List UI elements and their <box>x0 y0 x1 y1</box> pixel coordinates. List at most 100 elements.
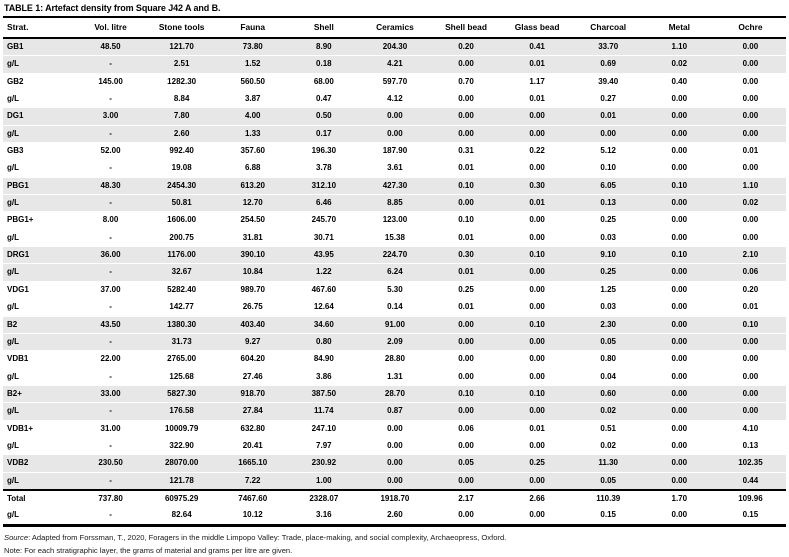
cell: 73.80 <box>242 42 263 51</box>
cell: 992.40 <box>169 146 194 156</box>
total-row: g/L -82.64 10.12 3.16 2.60 0.00 0.00 0.15 0.00 0.… <box>3 507 786 527</box>
cell: 0.10 <box>529 388 545 398</box>
cell: 0.01 <box>600 111 616 121</box>
cell: 26.75 <box>242 302 263 312</box>
cell: 0.00 <box>529 440 545 450</box>
cell: 142.77 <box>169 302 194 312</box>
cell: 0.00 <box>387 111 403 121</box>
cell: - <box>109 440 112 450</box>
table-row: g/L - 8.84 3.87 0.47 4.12 0.00 0.01 0.27 0.00 0.00 <box>3 90 786 108</box>
cell: 7.80 <box>173 111 190 121</box>
cell: 0.00 <box>671 111 688 121</box>
cell: 4.21 <box>387 59 403 69</box>
cell: 6.46 <box>316 198 332 208</box>
cell: 0.00 <box>742 59 759 69</box>
cell: 187.90 <box>382 146 408 156</box>
cell: 22.00 <box>100 354 121 364</box>
cell: 0.00 <box>458 198 474 208</box>
cell: 11.30 <box>598 458 618 468</box>
cell: 2765.00 <box>167 354 197 364</box>
cell: 0.00 <box>458 94 474 104</box>
cell: 32.67 <box>171 267 192 277</box>
cell: 989.70 <box>240 284 265 294</box>
cell: 110.39 <box>572 488 644 508</box>
cell: 1176.00 <box>167 250 196 260</box>
cell: 0.01 <box>529 94 545 104</box>
cell: 0.01 <box>529 423 545 433</box>
cell: 2454.30 <box>167 180 197 190</box>
cell: 0.00 <box>671 198 688 208</box>
cell: 5.12 <box>600 146 616 156</box>
cell: 0.41 <box>529 42 545 51</box>
row-label: DG1 <box>7 111 24 121</box>
cell: 632.80 <box>240 423 265 433</box>
cell: 0.00 <box>742 232 759 242</box>
total-row: Total 737.80 60975.29 7467.60 2328.07 1918.70… <box>3 488 786 508</box>
cell: 0.15 <box>714 507 786 527</box>
cell: 0.00 <box>671 302 688 312</box>
cell: 2.51 <box>173 59 190 69</box>
cell: 312.10 <box>311 180 337 190</box>
table-row: VDB1 22.00 2765.00 604.20 84.90 28.80 0.00 0.00… <box>3 350 786 368</box>
cell: 2.10 <box>742 250 759 260</box>
cell: 1.17 <box>529 76 545 86</box>
cell: - <box>109 336 112 346</box>
cell: 1.00 <box>316 475 332 485</box>
cell: 0.00 <box>671 354 688 364</box>
cell: 322.90 <box>169 440 194 450</box>
cell: 1918.70 <box>359 488 431 508</box>
cell: 7.97 <box>316 440 332 450</box>
cell: 403.40 <box>240 319 265 329</box>
cell: 0.00 <box>671 128 688 138</box>
cell: 357.60 <box>240 146 265 156</box>
column-header: Shell bead <box>430 17 502 39</box>
cell: 0.00 <box>742 111 759 121</box>
cell: 0.00 <box>458 336 474 346</box>
cell: 10009.79 <box>164 423 199 433</box>
cell: 10.12 <box>217 507 289 527</box>
cell: 0.00 <box>387 128 403 138</box>
column-header: Metal <box>643 17 715 39</box>
cell: 0.00 <box>742 128 759 138</box>
cell: 0.10 <box>458 215 474 225</box>
row-label: VDB1 <box>7 354 29 364</box>
cell: 0.00 <box>671 267 688 277</box>
cell: 0.00 <box>742 163 759 173</box>
cell: 1380.30 <box>167 319 197 329</box>
cell: 0.01 <box>742 146 759 156</box>
cell: 560.50 <box>240 76 265 86</box>
cell: 3.61 <box>387 163 403 173</box>
table-row: g/L - 200.75 31.81 30.71 15.38 0.01 0.00 0.03 0.0… <box>3 229 786 246</box>
cell: 121.78 <box>169 475 194 485</box>
cell: 0.25 <box>529 458 545 468</box>
note-text: Note: For each stratigraphic layer, the … <box>4 545 293 555</box>
cell: 0.00 <box>529 302 545 312</box>
cell: 1606.00 <box>167 215 197 225</box>
cell: 0.25 <box>600 215 616 225</box>
cell: 1282.30 <box>167 76 197 86</box>
cell: 230.50 <box>98 458 123 468</box>
cell: 2.60 <box>359 507 431 527</box>
row-label: g/L <box>7 336 19 346</box>
cell: 2.17 <box>430 488 502 508</box>
row-label: g/L <box>7 198 19 208</box>
cell: 2.60 <box>173 128 190 138</box>
cell: 0.01 <box>529 59 545 69</box>
cell: 2.66 <box>501 488 573 508</box>
cell: 0.00 <box>430 507 502 527</box>
source-note: Source: Adapted from Forssman, T., 2020,… <box>4 531 785 544</box>
cell: 0.04 <box>600 371 616 381</box>
table-row: g/L - 2.51 1.52 0.18 4.21 0.00 0.01 0.69 0.02 0.00 <box>3 55 786 74</box>
cell: 2328.07 <box>288 488 360 508</box>
cell: 8.84 <box>173 94 190 104</box>
cell: 0.47 <box>316 94 332 104</box>
cell: 60975.29 <box>146 488 218 508</box>
cell: 0.02 <box>742 198 759 208</box>
cell: 8.85 <box>387 198 403 208</box>
cell: 0.00 <box>600 128 616 138</box>
row-label: g/L <box>7 232 19 242</box>
cell: 0.15 <box>572 507 644 527</box>
cell: 11.74 <box>314 406 334 416</box>
column-header: Stone tools <box>146 17 218 39</box>
cell: 3.00 <box>102 111 119 121</box>
